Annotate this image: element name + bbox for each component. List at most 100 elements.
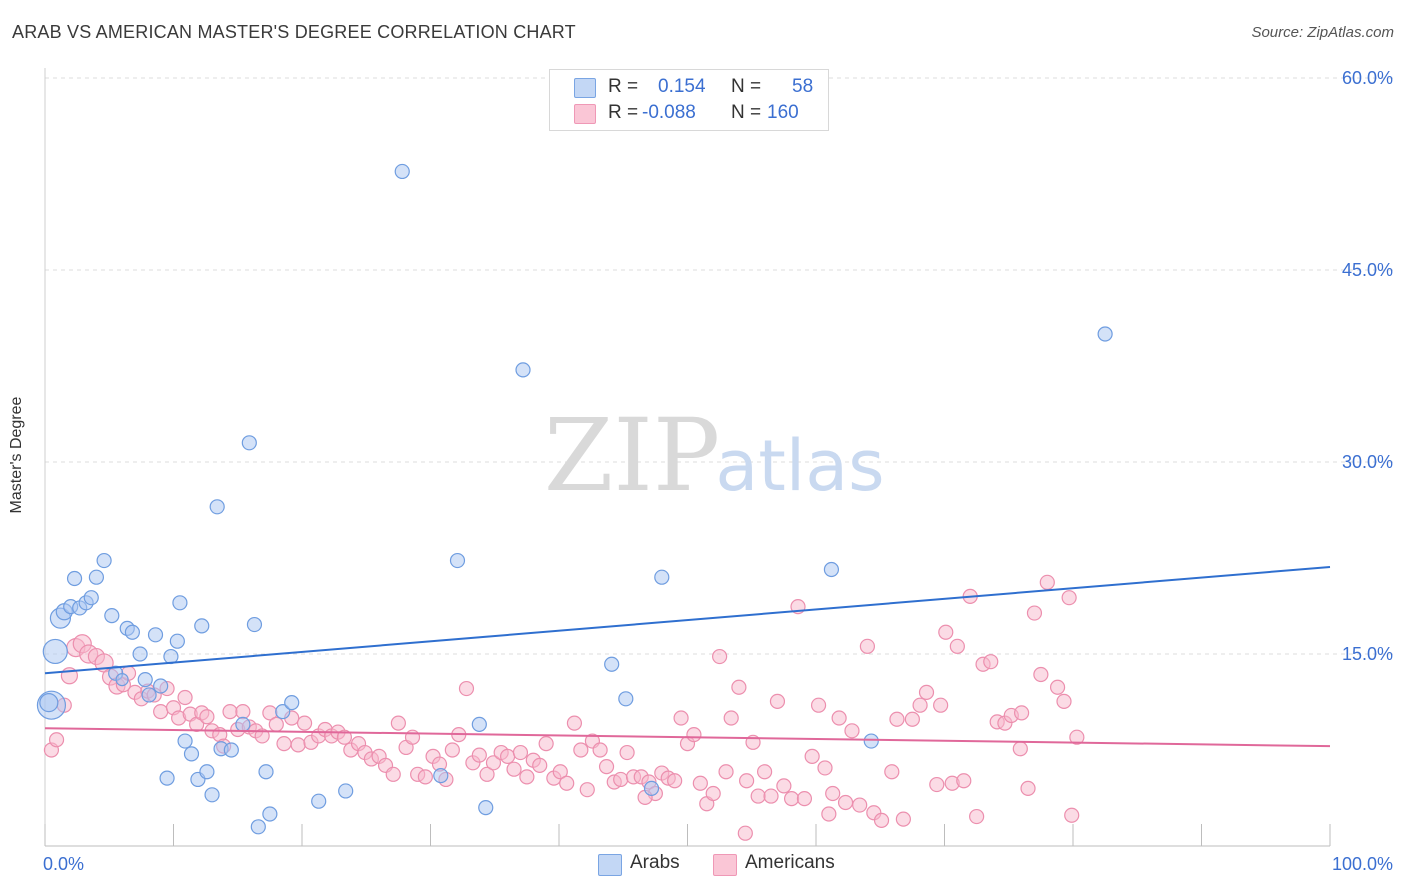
american-point [48, 732, 65, 748]
arab-point [172, 595, 188, 611]
american-point [471, 747, 487, 763]
american-point [737, 825, 753, 841]
american-point [705, 785, 721, 802]
american-point [969, 808, 985, 825]
arab-point [83, 590, 99, 606]
arab-point [643, 780, 660, 797]
american-point [1056, 693, 1072, 709]
arabs-legend-swatch [598, 854, 622, 876]
american-point [686, 727, 702, 743]
american-point [918, 684, 935, 701]
american-point [579, 782, 595, 798]
american-point [667, 773, 683, 789]
american-point [458, 680, 475, 697]
x-tick-labels: 0.0% 100.0% [43, 854, 1393, 874]
x-tick-label: 0.0% [43, 854, 84, 874]
american-point [938, 624, 954, 640]
american-point [254, 728, 270, 744]
arab-point [284, 695, 300, 711]
arab-point [449, 552, 466, 569]
watermark-atlas: atlas [715, 425, 884, 507]
y-tick-label: 60.0% [1342, 68, 1393, 88]
american-point [336, 729, 353, 745]
american-point [831, 710, 847, 726]
arab-point [204, 787, 220, 803]
arab-point [104, 607, 120, 624]
americans-trend-line [44, 727, 1331, 748]
y-tick-labels: 15.0% 30.0% 45.0% 60.0% [1342, 68, 1393, 664]
trend-lines [44, 565, 1331, 748]
american-point [769, 693, 786, 709]
american-point [884, 764, 900, 780]
american-point [1020, 780, 1036, 797]
arab-point [471, 716, 487, 733]
american-point [619, 744, 635, 761]
grid-lines [45, 77, 1395, 655]
arab-point [199, 764, 215, 780]
arab-point [183, 746, 200, 762]
arab-point [96, 552, 112, 569]
legend-n-label: N = [731, 76, 762, 97]
legend-n-value: 58 [792, 76, 814, 97]
arab-point [141, 687, 157, 703]
arab-point [115, 672, 129, 687]
arab-point [394, 163, 410, 180]
y-tick-label: 15.0% [1342, 644, 1393, 664]
legend-n-value: 160 [767, 102, 799, 123]
arab-point [223, 742, 239, 758]
arab-point [478, 799, 494, 816]
y-tick-label: 30.0% [1342, 452, 1393, 472]
arab-point [433, 767, 449, 784]
american-point [723, 710, 739, 726]
legend-r-label: R = [608, 76, 639, 97]
american-point [1039, 574, 1055, 590]
arab-point [258, 764, 274, 780]
american-point [485, 755, 502, 771]
arab-point [235, 716, 251, 733]
american-point [904, 711, 920, 727]
arab-point [275, 703, 291, 720]
american-point [444, 742, 460, 758]
american-point [598, 759, 615, 775]
american-point [573, 742, 589, 758]
americans-legend-label: Americans [745, 852, 835, 873]
american-point [538, 735, 554, 752]
american-point [1033, 666, 1049, 683]
american-point [613, 771, 629, 788]
american-point [276, 735, 292, 752]
american-point [1049, 679, 1066, 695]
correlation-legend: R = 0.154 N = 58 R = -0.088 N = 160 [549, 69, 829, 131]
arab-point [250, 819, 266, 835]
arab-point [863, 733, 879, 749]
american-point [821, 806, 837, 822]
american-point [895, 811, 911, 827]
american-point [519, 769, 535, 785]
american-point [929, 776, 945, 793]
american-point [825, 785, 841, 802]
arab-point [153, 678, 169, 694]
american-point [739, 773, 755, 789]
american-point [479, 766, 495, 782]
americans-points [43, 574, 1085, 841]
arab-point [1097, 326, 1113, 342]
american-point [153, 703, 169, 720]
american-point [783, 791, 800, 807]
watermark: ZIP atlas [544, 397, 885, 514]
american-point [385, 766, 401, 782]
legend-r-label: R = [608, 102, 639, 123]
americans-swatch [574, 104, 596, 124]
american-point [873, 812, 890, 829]
arab-point [124, 624, 140, 640]
arab-point [169, 633, 185, 649]
american-point [844, 723, 860, 739]
american-point [763, 788, 779, 804]
american-point [750, 788, 766, 804]
american-point [859, 638, 876, 654]
american-point [500, 748, 516, 765]
arab-point [194, 618, 210, 634]
arab-point [604, 656, 620, 672]
american-point [810, 697, 827, 713]
american-point [506, 761, 522, 777]
american-point [1026, 605, 1043, 621]
american-point [949, 638, 965, 654]
